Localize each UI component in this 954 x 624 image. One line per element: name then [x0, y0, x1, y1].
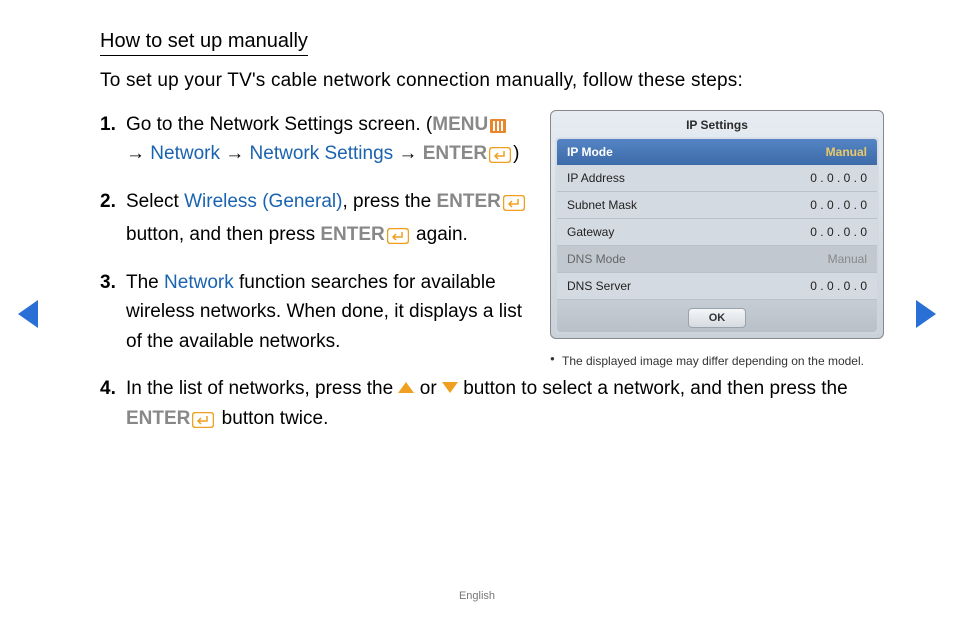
step4-t1: In the list of networks, press the [126, 378, 398, 399]
nav-prev-icon[interactable] [18, 300, 38, 328]
step3-t1: The [126, 272, 164, 293]
step1-t1: Go to the Network Settings screen. ( [126, 114, 432, 135]
row-ip-address[interactable]: IP Address 0 . 0 . 0 . 0 [557, 165, 877, 192]
network-link-2: Network [164, 272, 234, 293]
row-value: 0 . 0 . 0 . 0 [810, 171, 867, 185]
step4-t3: button to select a network, and then pre… [458, 378, 848, 399]
row-value: Manual [828, 252, 867, 266]
row-gateway[interactable]: Gateway 0 . 0 . 0 . 0 [557, 219, 877, 246]
panel-caption: The displayed image may differ depending… [550, 353, 884, 370]
step-2: Select Wireless (General), press the ENT… [100, 187, 528, 254]
row-dns-server[interactable]: DNS Server 0 . 0 . 0 . 0 [557, 273, 877, 300]
enter-label-2a: ENTER [436, 191, 500, 212]
row-label: IP Address [567, 171, 625, 185]
menu-icon [490, 119, 506, 133]
network-link: Network [150, 143, 220, 164]
section-title: How to set up manually [100, 30, 308, 56]
enter-icon [503, 191, 525, 220]
step-4: In the list of networks, press the or bu… [100, 374, 884, 437]
enter-icon [387, 224, 409, 253]
content-columns: Go to the Network Settings screen. (MENU… [100, 110, 884, 370]
step-3: The Network function searches for availa… [100, 268, 528, 356]
enter-label-2b: ENTER [320, 224, 384, 245]
step2-t1: Select [126, 191, 184, 212]
nav-next-icon[interactable] [916, 300, 936, 328]
down-arrow-icon [442, 382, 458, 393]
step1-arrow1: → [126, 143, 150, 164]
steps-list: Go to the Network Settings screen. (MENU… [100, 110, 528, 356]
row-label: IP Mode [567, 145, 613, 159]
row-subnet-mask[interactable]: Subnet Mask 0 . 0 . 0 . 0 [557, 192, 877, 219]
up-arrow-icon [398, 382, 414, 393]
network-settings-link: Network Settings [250, 143, 394, 164]
row-value: Manual [826, 145, 867, 159]
step1-t2: ) [513, 143, 519, 164]
wireless-general-link: Wireless (General) [184, 191, 342, 212]
row-label: Gateway [567, 225, 614, 239]
row-ip-mode[interactable]: IP Mode Manual [557, 139, 877, 165]
step4-t4: button twice. [216, 408, 328, 429]
manual-page: How to set up manually To set up your TV… [0, 0, 954, 624]
footer-language: English [0, 590, 954, 602]
panel-column: IP Settings IP Mode Manual IP Address 0 … [550, 110, 884, 370]
row-value: 0 . 0 . 0 . 0 [810, 225, 867, 239]
step4-t2: or [414, 378, 441, 399]
panel-body: IP Mode Manual IP Address 0 . 0 . 0 . 0 … [555, 137, 879, 334]
menu-label: MENU [432, 114, 488, 135]
intro-text: To set up your TV's cable network connec… [100, 70, 884, 92]
enter-label-4: ENTER [126, 408, 190, 429]
enter-label: ENTER [423, 143, 487, 164]
step2-t2: , press the [342, 191, 436, 212]
step1-arrow2: → [220, 143, 250, 164]
panel-ok-row: OK [557, 300, 877, 332]
row-value: 0 . 0 . 0 . 0 [810, 279, 867, 293]
enter-icon [489, 143, 511, 172]
enter-icon [192, 408, 214, 437]
ip-settings-panel: IP Settings IP Mode Manual IP Address 0 … [550, 110, 884, 339]
step2-t3: button, and then press [126, 224, 320, 245]
row-dns-mode[interactable]: DNS Mode Manual [557, 246, 877, 273]
steps-column: Go to the Network Settings screen. (MENU… [100, 110, 528, 370]
row-label: DNS Mode [567, 252, 626, 266]
step1-arrow3: → [393, 143, 423, 164]
panel-title: IP Settings [555, 115, 879, 137]
step2-t4: again. [411, 224, 468, 245]
row-label: Subnet Mask [567, 198, 637, 212]
ok-button[interactable]: OK [688, 308, 747, 328]
row-label: DNS Server [567, 279, 631, 293]
step-1: Go to the Network Settings screen. (MENU… [100, 110, 528, 173]
row-value: 0 . 0 . 0 . 0 [810, 198, 867, 212]
